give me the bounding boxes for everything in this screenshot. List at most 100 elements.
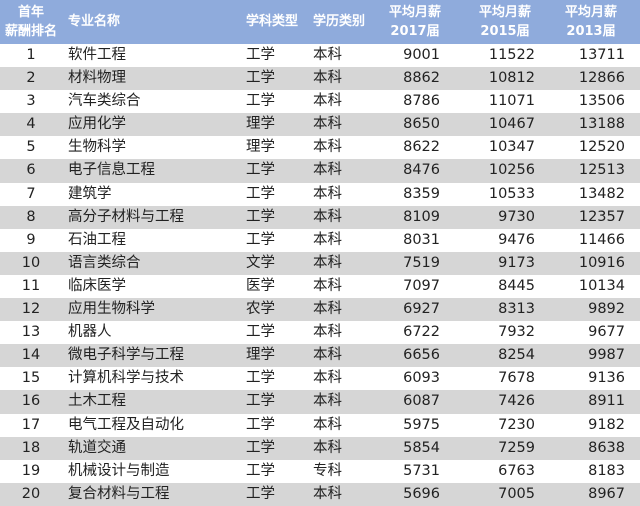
table-row: 7 建筑学 工学 本科 8359 10533 13482 [0, 183, 640, 206]
degree-cell: 本科 [313, 70, 342, 87]
salary-2017-cell: 8476 [403, 162, 440, 179]
major-name-cell: 语言类综合 [68, 254, 141, 271]
table-row: 5 生物科学 理学 本科 8622 10347 12520 [0, 136, 640, 159]
salary-2015-cell: 11071 [488, 93, 535, 110]
header-rank-line1: 首年 [17, 5, 44, 20]
degree-cell: 本科 [313, 485, 342, 502]
salary-2017-cell: 6927 [403, 301, 440, 318]
major-name-cell: 微电子科学与工程 [68, 347, 184, 364]
major-name-cell: 复合材料与工程 [68, 485, 170, 502]
degree-cell: 本科 [313, 324, 342, 341]
rank-cell: 15 [21, 370, 41, 387]
salary-2013-cell: 11466 [578, 231, 625, 248]
salary-2017-cell: 8650 [403, 116, 440, 133]
major-name-cell: 机器人 [68, 324, 112, 341]
major-name-cell: 电子信息工程 [68, 162, 155, 179]
discipline-cell: 工学 [246, 231, 275, 248]
major-name-cell: 机械设计与制造 [68, 462, 170, 479]
discipline-cell: 农学 [246, 301, 275, 318]
header-edu: 学历类别 [313, 14, 366, 29]
rank-cell: 5 [26, 139, 36, 156]
salary-2013-cell: 8638 [588, 439, 625, 456]
degree-cell: 本科 [313, 277, 342, 294]
salary-2013-cell: 9182 [588, 416, 625, 433]
discipline-cell: 理学 [246, 116, 275, 133]
salary-2015-cell: 7005 [498, 485, 535, 502]
salary-2015-cell: 10256 [488, 162, 535, 179]
table-row: 14 微电子科学与工程 理学 本科 6656 8254 9987 [0, 344, 640, 368]
table-header: 首年 薪酬排名 专业名称 学科类型 学历类别 平均月薪 2017届 平均月薪 2… [0, 0, 640, 44]
major-name-cell: 生物科学 [68, 139, 126, 156]
salary-2013-cell: 10916 [578, 254, 625, 271]
major-name-cell: 汽车类综合 [68, 93, 141, 110]
rank-cell: 19 [21, 462, 41, 479]
rank-cell: 9 [26, 231, 36, 248]
table-row: 2 材料物理 工学 本科 8862 10812 12866 [0, 67, 640, 91]
discipline-cell: 工学 [246, 416, 275, 433]
discipline-cell: 工学 [246, 324, 275, 341]
rank-cell: 8 [26, 208, 36, 225]
degree-cell: 专科 [313, 462, 342, 479]
rank-cell: 18 [21, 439, 41, 456]
salary-2013-cell: 8183 [588, 462, 625, 479]
salary-2017-cell: 6722 [403, 324, 440, 341]
major-name-cell: 石油工程 [68, 231, 126, 248]
salary-2017-cell: 6087 [403, 393, 440, 410]
table-row: 16 土木工程 工学 本科 6087 7426 8911 [0, 390, 640, 414]
salary-2017-cell: 5975 [403, 416, 440, 433]
salary-2013-cell: 12866 [578, 70, 625, 87]
table-row: 17 电气工程及自动化 工学 本科 5975 7230 9182 [0, 414, 640, 437]
salary-2017-cell: 8786 [403, 93, 440, 110]
rank-cell: 2 [26, 70, 36, 87]
header-2015-line2: 2015届 [480, 24, 530, 39]
rank-cell: 3 [26, 93, 36, 110]
degree-cell: 本科 [313, 116, 342, 133]
discipline-cell: 理学 [246, 347, 275, 364]
header-rank-line2: 薪酬排名 [4, 24, 57, 39]
degree-cell: 本科 [313, 416, 342, 433]
salary-2013-cell: 9136 [588, 370, 625, 387]
major-name-cell: 材料物理 [68, 70, 126, 87]
salary-2015-cell: 9476 [498, 231, 535, 248]
major-name-cell: 应用生物科学 [68, 301, 155, 318]
header-2017-line1: 平均月薪 [388, 5, 441, 20]
salary-2013-cell: 9987 [588, 347, 625, 364]
discipline-cell: 医学 [246, 277, 275, 294]
table-row: 20 复合材料与工程 工学 本科 5696 7005 8967 [0, 482, 640, 506]
table-row: 12 应用生物科学 农学 本科 6927 8313 9892 [0, 298, 640, 322]
discipline-cell: 工学 [246, 47, 275, 63]
rank-cell: 12 [21, 301, 41, 318]
rank-cell: 17 [21, 416, 41, 433]
salary-2017-cell: 8862 [403, 70, 440, 87]
discipline-cell: 工学 [246, 462, 275, 479]
degree-cell: 本科 [313, 347, 342, 364]
rank-cell: 13 [21, 324, 41, 341]
table-row: 18 轨道交通 工学 本科 5854 7259 8638 [0, 436, 640, 460]
rank-cell: 4 [26, 116, 36, 133]
salary-2017-cell: 8359 [403, 185, 440, 202]
salary-2015-cell: 9730 [498, 208, 535, 225]
discipline-cell: 理学 [246, 139, 275, 156]
salary-2017-cell: 5731 [403, 462, 440, 479]
table-row: 6 电子信息工程 工学 本科 8476 10256 12513 [0, 159, 640, 183]
major-name-cell: 软件工程 [68, 47, 126, 63]
major-name-cell: 建筑学 [68, 185, 112, 202]
salary-2013-cell: 9677 [588, 324, 625, 341]
major-name-cell: 高分子材料与工程 [68, 208, 184, 225]
discipline-cell: 工学 [246, 162, 275, 179]
rank-cell: 6 [26, 162, 36, 179]
major-name-cell: 轨道交通 [68, 439, 126, 456]
salary-2017-cell: 5696 [403, 485, 440, 502]
header-2013-line1: 平均月薪 [564, 5, 617, 20]
table-row: 19 机械设计与制造 工学 专科 5731 6763 8183 [0, 460, 640, 483]
discipline-cell: 工学 [246, 70, 275, 87]
degree-cell: 本科 [313, 231, 342, 248]
rank-cell: 14 [21, 347, 41, 364]
discipline-cell: 工学 [246, 485, 275, 502]
salary-2017-cell: 6093 [403, 370, 440, 387]
degree-cell: 本科 [313, 439, 342, 456]
header-type: 学科类型 [246, 14, 299, 29]
salary-2015-cell: 10467 [488, 116, 535, 133]
rank-cell: 7 [26, 185, 36, 202]
salary-2015-cell: 10533 [488, 185, 535, 202]
